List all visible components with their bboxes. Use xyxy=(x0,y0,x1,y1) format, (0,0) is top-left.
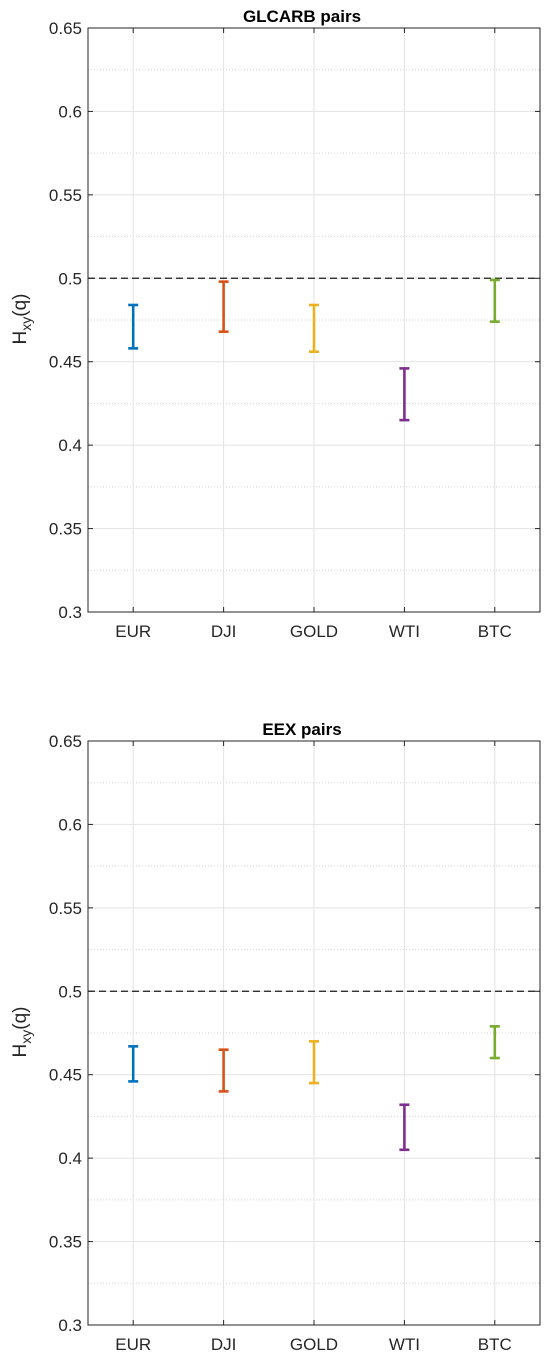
x-tick-label: DJI xyxy=(211,622,237,641)
y-tick-label: 0.45 xyxy=(49,353,82,372)
y-tick-label: 0.3 xyxy=(58,603,82,622)
error-bar-eur xyxy=(128,1045,139,1083)
y-axis-label-sub: xy xyxy=(18,1030,34,1044)
x-tick-label: BTC xyxy=(478,622,512,641)
y-axis-label-main: H xyxy=(10,331,31,345)
x-tick-label: EUR xyxy=(115,622,151,641)
y-tick-label: 0.6 xyxy=(58,102,82,121)
y-axis-label-main: H xyxy=(10,1044,31,1058)
chart-title: EEX pairs xyxy=(262,720,341,739)
x-tick-label: EUR xyxy=(115,1335,151,1354)
x-tick-label: DJI xyxy=(211,1335,237,1354)
y-tick-label: 0.55 xyxy=(49,899,82,918)
y-tick-label: 0.6 xyxy=(58,815,82,834)
y-tick-label: 0.65 xyxy=(49,732,82,751)
y-tick-label: 0.5 xyxy=(58,269,82,288)
chart-glcarb: GLCARB pairs Hxy(q) 0.3 0.35 0.4 0.45 0.5 0.5… xyxy=(10,7,541,641)
y-tick-label: 0.65 xyxy=(49,19,82,38)
chart-eex: EEX pairs Hxy(q) 0.30.350.40.450.50.550.… xyxy=(10,720,541,1354)
x-tick-label: BTC xyxy=(478,1335,512,1354)
y-tick-label: 0.55 xyxy=(49,186,82,205)
error-bar-wti xyxy=(399,1103,410,1152)
x-tick-label: WTI xyxy=(389,622,420,641)
y-axis-label-sub: xy xyxy=(18,317,34,331)
error-bar-dji xyxy=(218,1048,229,1093)
error-bar-dji xyxy=(218,280,229,333)
y-axis-label-suffix: (q) xyxy=(10,1007,31,1030)
y-tick-label: 0.4 xyxy=(58,436,82,455)
error-bar-btc xyxy=(489,1025,500,1060)
error-bar-eur xyxy=(128,303,139,350)
error-bar-gold xyxy=(309,1040,319,1085)
y-tick-label: 0.35 xyxy=(49,1233,82,1252)
plot-area: 0.3 0.35 0.4 0.45 0.5 0.55 0.6 0.65 EUR DJI GOLD WT… xyxy=(49,19,541,641)
error-bar-wti xyxy=(399,367,410,422)
y-tick-label: 0.4 xyxy=(58,1149,82,1168)
y-tick-label: 0.5 xyxy=(58,982,82,1001)
y-tick-label: 0.3 xyxy=(58,1316,82,1335)
x-tick-label: GOLD xyxy=(290,622,338,641)
error-bar-btc xyxy=(489,278,500,323)
y-axis-label: Hxy(q) xyxy=(10,1007,34,1058)
y-axis-label-suffix: (q) xyxy=(10,294,31,317)
x-tick-label: WTI xyxy=(389,1335,420,1354)
y-tick-label: 0.35 xyxy=(49,520,82,539)
y-tick-label: 0.45 xyxy=(49,1066,82,1085)
chart-title: GLCARB pairs xyxy=(243,7,361,26)
y-axis-label: Hxy(q) xyxy=(10,294,34,345)
error-bar-gold xyxy=(309,303,319,354)
plot-area: 0.3 0.35 0.4 0.45 0.5 0.55 0.6 0.65 EUR DJI GOLD WT… xyxy=(49,732,541,1354)
x-tick-label: GOLD xyxy=(290,1335,338,1354)
